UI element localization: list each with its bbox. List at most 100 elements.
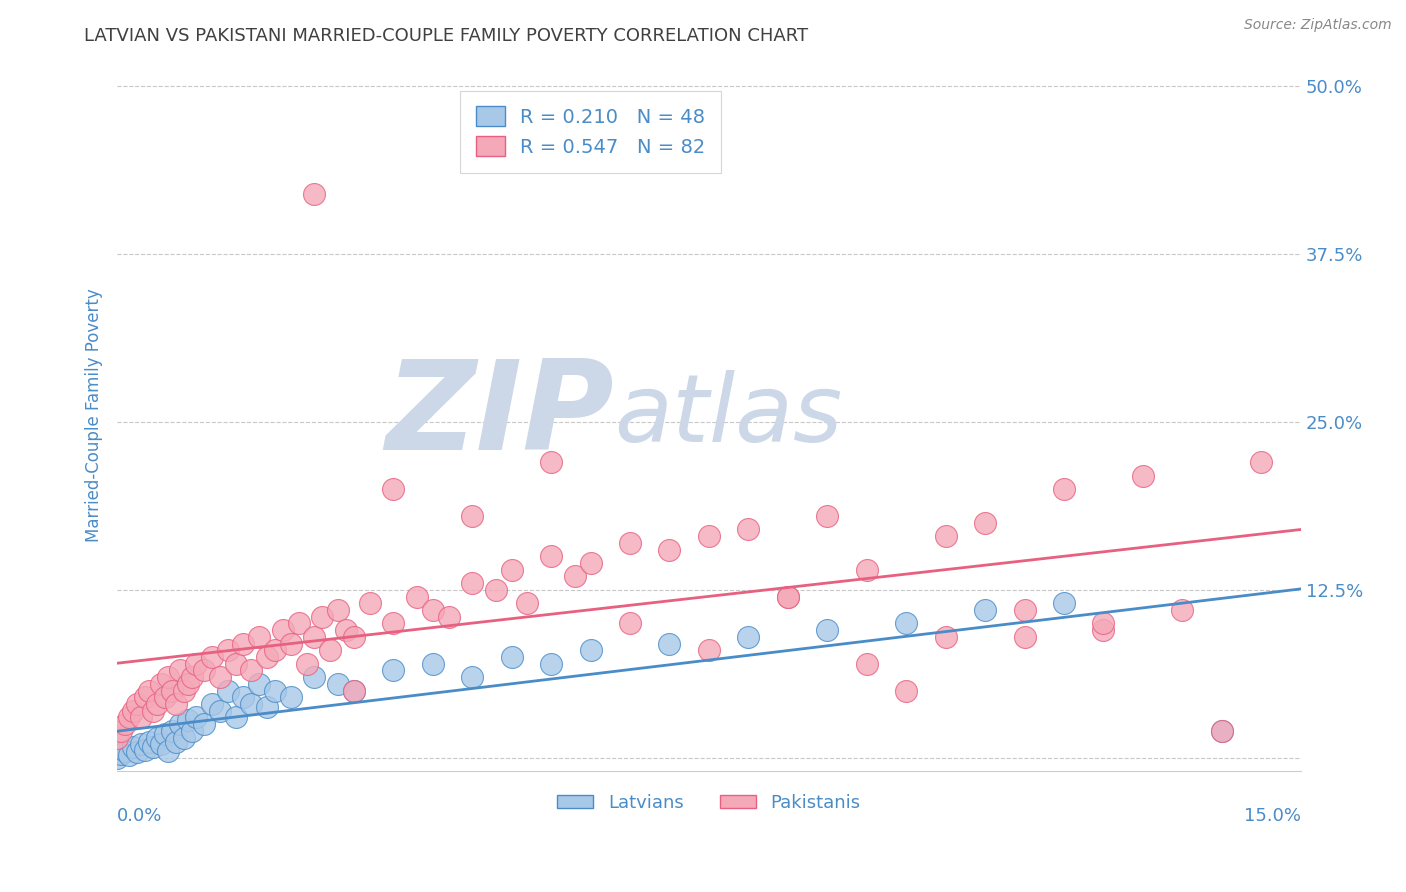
Point bbox=[422, 657, 444, 671]
Point bbox=[343, 683, 366, 698]
Point bbox=[217, 643, 239, 657]
Point bbox=[382, 664, 405, 678]
Point bbox=[461, 576, 484, 591]
Point bbox=[304, 630, 326, 644]
Point bbox=[619, 616, 641, 631]
Point bbox=[1211, 723, 1233, 738]
Point bbox=[232, 637, 254, 651]
Point bbox=[193, 664, 215, 678]
Point bbox=[540, 657, 562, 671]
Point bbox=[157, 744, 180, 758]
Point bbox=[894, 616, 917, 631]
Point bbox=[142, 739, 165, 754]
Point bbox=[382, 482, 405, 496]
Text: atlas: atlas bbox=[614, 370, 842, 461]
Point bbox=[815, 623, 838, 637]
Point bbox=[193, 717, 215, 731]
Point bbox=[134, 690, 156, 705]
Point bbox=[326, 603, 349, 617]
Point bbox=[142, 704, 165, 718]
Point bbox=[501, 563, 523, 577]
Point bbox=[225, 657, 247, 671]
Point bbox=[110, 747, 132, 761]
Point bbox=[264, 683, 287, 698]
Point bbox=[1211, 723, 1233, 738]
Point bbox=[1092, 623, 1115, 637]
Point bbox=[247, 630, 270, 644]
Point bbox=[359, 596, 381, 610]
Point bbox=[129, 737, 152, 751]
Point bbox=[295, 657, 318, 671]
Point bbox=[173, 683, 195, 698]
Point bbox=[319, 643, 342, 657]
Point bbox=[815, 509, 838, 524]
Point bbox=[118, 710, 141, 724]
Point bbox=[201, 697, 224, 711]
Point bbox=[382, 616, 405, 631]
Point bbox=[579, 556, 602, 570]
Point bbox=[110, 723, 132, 738]
Point bbox=[173, 731, 195, 745]
Point bbox=[201, 650, 224, 665]
Point bbox=[134, 742, 156, 756]
Point bbox=[579, 643, 602, 657]
Point bbox=[208, 704, 231, 718]
Point bbox=[184, 657, 207, 671]
Point bbox=[225, 710, 247, 724]
Point bbox=[280, 637, 302, 651]
Point bbox=[311, 609, 333, 624]
Point bbox=[776, 590, 799, 604]
Point bbox=[114, 744, 136, 758]
Point bbox=[1053, 482, 1076, 496]
Point bbox=[247, 677, 270, 691]
Point bbox=[697, 529, 720, 543]
Point bbox=[564, 569, 586, 583]
Point bbox=[658, 637, 681, 651]
Point bbox=[181, 723, 204, 738]
Legend: R = 0.210   N = 48, R = 0.547   N = 82: R = 0.210 N = 48, R = 0.547 N = 82 bbox=[460, 91, 721, 172]
Point bbox=[343, 683, 366, 698]
Point bbox=[697, 643, 720, 657]
Point bbox=[240, 664, 263, 678]
Point bbox=[855, 563, 877, 577]
Point bbox=[256, 650, 278, 665]
Point bbox=[343, 630, 366, 644]
Point bbox=[540, 549, 562, 564]
Point bbox=[138, 734, 160, 748]
Point bbox=[114, 717, 136, 731]
Point bbox=[501, 650, 523, 665]
Point bbox=[125, 697, 148, 711]
Point bbox=[165, 697, 187, 711]
Point bbox=[304, 670, 326, 684]
Point bbox=[232, 690, 254, 705]
Point bbox=[177, 677, 200, 691]
Point bbox=[894, 683, 917, 698]
Point bbox=[1014, 630, 1036, 644]
Point bbox=[287, 616, 309, 631]
Point bbox=[122, 704, 145, 718]
Point bbox=[737, 630, 759, 644]
Point bbox=[162, 723, 184, 738]
Point bbox=[138, 683, 160, 698]
Point bbox=[516, 596, 538, 610]
Point bbox=[422, 603, 444, 617]
Text: 0.0%: 0.0% bbox=[117, 806, 163, 825]
Point bbox=[935, 529, 957, 543]
Point bbox=[162, 683, 184, 698]
Point bbox=[485, 582, 508, 597]
Point bbox=[145, 697, 167, 711]
Point bbox=[169, 664, 191, 678]
Point bbox=[165, 734, 187, 748]
Point bbox=[256, 699, 278, 714]
Point bbox=[658, 542, 681, 557]
Point bbox=[461, 509, 484, 524]
Point bbox=[149, 677, 172, 691]
Point bbox=[540, 455, 562, 469]
Point bbox=[125, 745, 148, 759]
Point bbox=[1132, 468, 1154, 483]
Point bbox=[184, 710, 207, 724]
Point bbox=[1250, 455, 1272, 469]
Point bbox=[153, 726, 176, 740]
Point bbox=[149, 737, 172, 751]
Point bbox=[280, 690, 302, 705]
